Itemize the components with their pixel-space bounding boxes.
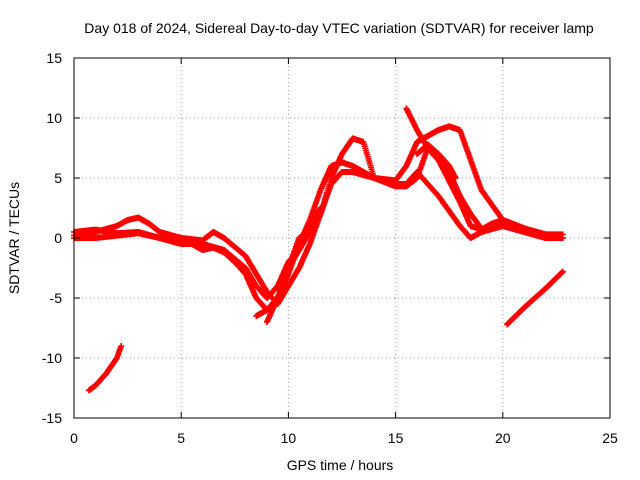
y-tick-labels: -15 -10 -5 0 5 10 15 xyxy=(42,50,62,426)
data-points xyxy=(403,105,485,232)
x-axis-label: GPS time / hours xyxy=(287,457,394,473)
data-points xyxy=(264,205,324,325)
y-tick-label: 10 xyxy=(46,110,62,126)
data-points xyxy=(504,268,566,328)
y-axis-label: SDTVAR / TECUs xyxy=(6,182,22,294)
series-track-7 xyxy=(414,141,459,181)
y-tick-label: 5 xyxy=(54,170,62,186)
y-tick-label: -10 xyxy=(42,350,62,366)
grid xyxy=(74,58,610,418)
x-tick-label: 10 xyxy=(281,430,297,446)
data-points xyxy=(414,141,459,181)
x-tick-label: 5 xyxy=(177,430,185,446)
series-track-6 xyxy=(403,105,485,232)
y-tick-label: 0 xyxy=(54,230,62,246)
x-tick-label: 20 xyxy=(495,430,511,446)
x-tick-label: 15 xyxy=(388,430,404,446)
series-track-5 xyxy=(264,205,324,325)
ticks xyxy=(73,57,611,419)
y-tick-label: -5 xyxy=(50,290,63,306)
x-tick-label: 25 xyxy=(602,430,618,446)
data-points xyxy=(86,343,125,394)
series-track-9 xyxy=(504,268,566,328)
data-layer xyxy=(71,105,566,394)
series-track-8 xyxy=(86,343,125,394)
y-tick-label: -15 xyxy=(42,410,62,426)
x-tick-labels: 0 5 10 15 20 25 xyxy=(70,430,618,446)
y-tick-label: 15 xyxy=(46,50,62,66)
x-tick-label: 0 xyxy=(70,430,78,446)
chart-title: Day 018 of 2024, Sidereal Day-to-day VTE… xyxy=(84,20,594,36)
